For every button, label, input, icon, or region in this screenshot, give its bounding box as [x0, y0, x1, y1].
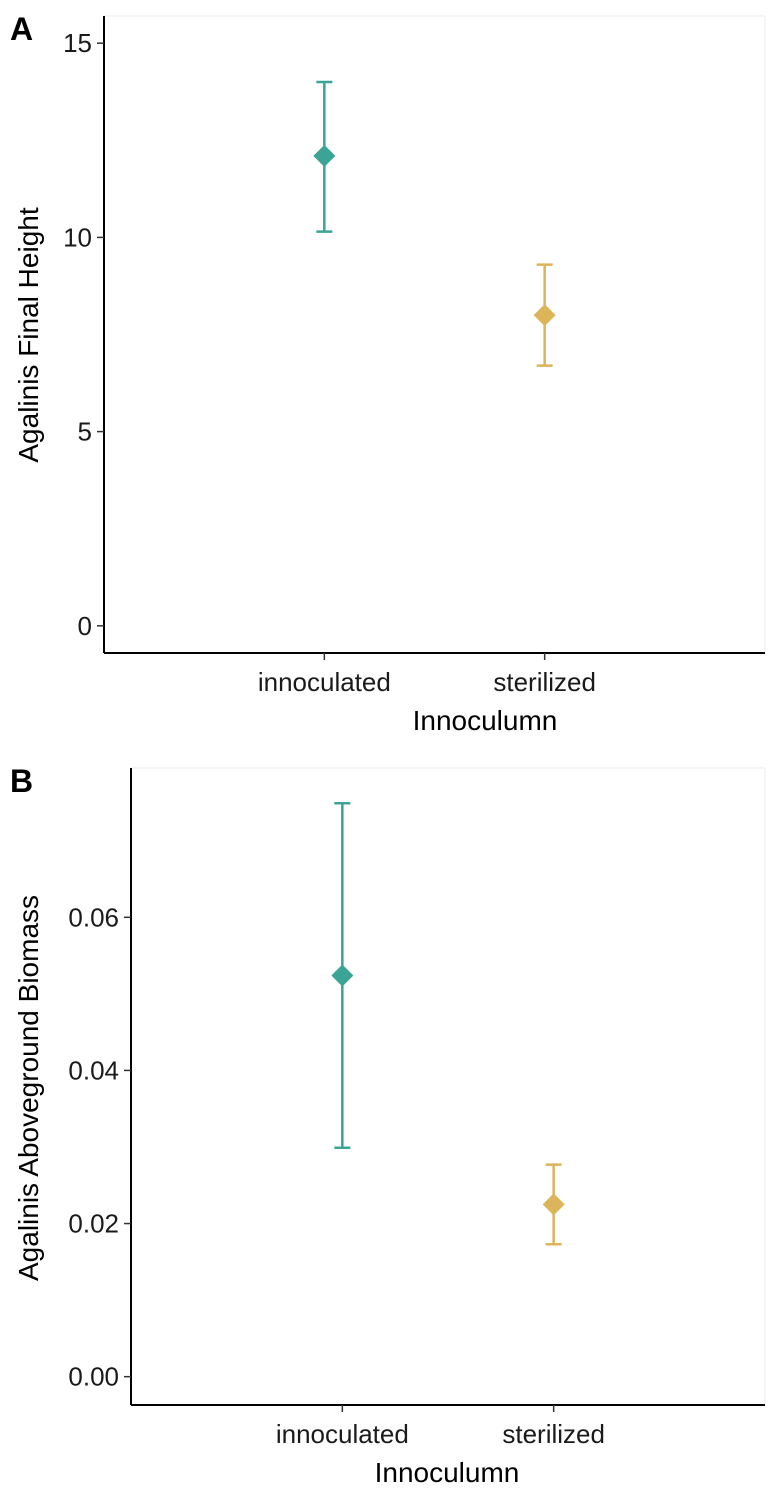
panel-b-y-tick-label: 0.04: [68, 1055, 119, 1085]
panel-b-y-axis-title: Agalinis Aboveground Biomass: [13, 895, 44, 1281]
panel-a-y-tick-label: 5: [78, 417, 92, 447]
panel-b-tag: B: [10, 763, 33, 799]
panel-a-y-tick-label: 10: [63, 222, 92, 252]
panel-b-point-innoculated: [331, 964, 354, 987]
panel-a-y-axis-title: Agalinis Final Height: [13, 207, 44, 462]
panel-a-plot-area: [103, 15, 766, 654]
panel-b-x-tick-label: innoculated: [276, 1419, 409, 1449]
panel-a-tag: A: [10, 11, 33, 47]
panel-a-x-axis-title: Innoculumn: [413, 705, 558, 736]
panel-a-x-tick-label: innoculated: [258, 667, 391, 697]
panel-b-y-tick-label: 0.02: [68, 1209, 119, 1239]
panel-b-x-tick-label: sterilized: [502, 1419, 605, 1449]
panel-a-point-innoculated: [313, 144, 336, 167]
panel-a-point-sterilized: [533, 304, 556, 327]
panel-a-x-tick-label: sterilized: [493, 667, 596, 697]
panel-b-point-sterilized: [542, 1193, 565, 1216]
panel-b-y-tick-label: 0.06: [68, 902, 119, 932]
panel-a-y-tick-label: 0: [78, 611, 92, 641]
panel-b-y-tick-label: 0.00: [68, 1362, 119, 1392]
panel-a-y-tick-label: 15: [63, 28, 92, 58]
panel-b-plot-area: [130, 767, 766, 1406]
panel-a: A Innoculumn Agalinis Final Height 0 5 10 1…: [10, 11, 766, 736]
panel-b-x-axis-title: Innoculumn: [375, 1457, 520, 1488]
panel-b: B Innoculumn Agalinis Aboveground Biomas…: [10, 763, 766, 1488]
